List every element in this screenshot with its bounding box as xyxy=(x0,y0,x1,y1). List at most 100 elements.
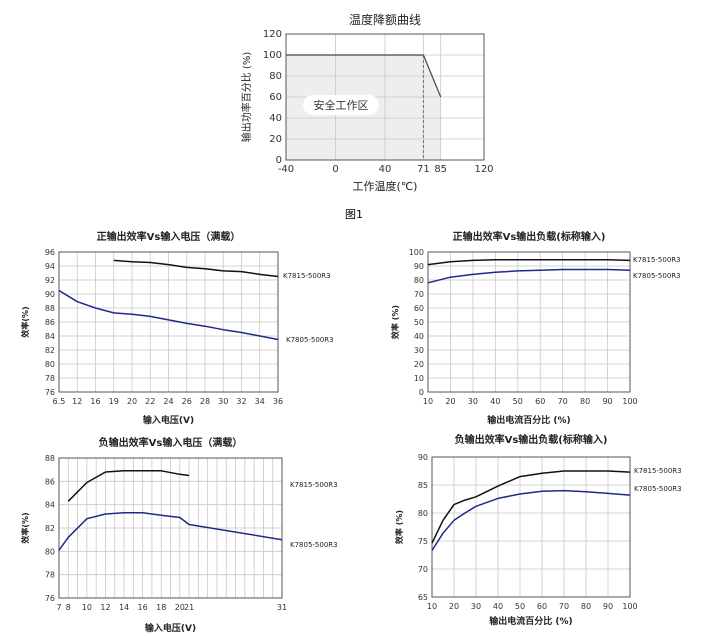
x-tick-label: 16 xyxy=(90,397,100,406)
y-tick-label: 100 xyxy=(409,248,424,257)
series-label: K7805-500R3 xyxy=(633,272,681,280)
y-tick-label: 86 xyxy=(45,477,55,486)
series-label: K7805-500R3 xyxy=(634,485,682,493)
series-label: K7815-500R3 xyxy=(634,467,682,475)
y-tick-label: 75 xyxy=(418,537,428,546)
series-label: K7815-500R3 xyxy=(283,272,331,280)
x-tick-label: 50 xyxy=(515,602,525,611)
y-tick-label: 80 xyxy=(45,360,55,369)
series-line xyxy=(67,470,190,502)
x-tick-label: 10 xyxy=(423,397,433,406)
x-tick-label: 120 xyxy=(474,164,493,175)
y-tick-label: 88 xyxy=(45,454,55,463)
chart-title: 正输出效率Vs输出负载(标称输入) xyxy=(453,230,606,243)
x-tick-label: 19 xyxy=(109,397,119,406)
y-tick-label: 78 xyxy=(45,374,55,383)
x-tick-label: 70 xyxy=(558,397,568,406)
series-line xyxy=(427,268,631,284)
y-tick-label: 20 xyxy=(414,360,424,369)
x-axis-label: 工作温度(℃) xyxy=(353,179,418,193)
y-tick-label: 84 xyxy=(45,332,55,341)
x-tick-label: 90 xyxy=(602,397,612,406)
x-tick-label: 20 xyxy=(175,603,185,612)
x-tick-label: 100 xyxy=(622,602,637,611)
y-tick-label: 90 xyxy=(418,453,428,462)
y-tick-label: 120 xyxy=(263,29,282,40)
x-tick-label: 60 xyxy=(535,397,545,406)
x-tick-label: 40 xyxy=(493,602,503,611)
x-tick-label: 18 xyxy=(156,603,166,612)
x-tick-label: 20 xyxy=(127,397,137,406)
y-tick-label: 70 xyxy=(418,565,428,574)
x-axis-label: 输出电流百分比 (%) xyxy=(487,414,570,426)
x-tick-label: 30 xyxy=(468,397,478,406)
y-axis-label: 输出功率百分比 (%) xyxy=(240,52,253,143)
x-tick-label: 22 xyxy=(145,397,155,406)
y-tick-label: 10 xyxy=(414,374,424,383)
figure-caption: 图1 xyxy=(345,208,363,221)
series-label: K7805-500R3 xyxy=(290,541,338,549)
x-axis-label: 输入电压(V) xyxy=(145,622,196,634)
series-line xyxy=(431,470,631,544)
x-tick-label: 71 xyxy=(417,164,430,175)
y-axis-label: 效率(%) xyxy=(20,512,30,543)
y-tick-label: 30 xyxy=(414,346,424,355)
chart-title: 负输出效率Vs输入电压（满载） xyxy=(99,436,243,449)
x-tick-label: 28 xyxy=(200,397,210,406)
x-axis-label: 输入电压(V) xyxy=(143,414,194,426)
x-tick-label: 6.5 xyxy=(53,397,66,406)
x-tick-label: -40 xyxy=(278,164,294,175)
x-tick-label: 14 xyxy=(119,603,129,612)
y-tick-label: 20 xyxy=(269,134,282,145)
y-tick-label: 40 xyxy=(269,113,282,124)
plot-frame xyxy=(58,457,283,599)
x-tick-label: 10 xyxy=(427,602,437,611)
series-line xyxy=(58,289,279,341)
y-tick-label: 88 xyxy=(45,304,55,313)
annotation-safe-area: 安全工作区 xyxy=(314,98,369,112)
y-tick-label: 90 xyxy=(45,290,55,299)
x-tick-label: 21 xyxy=(184,603,194,612)
y-tick-label: 70 xyxy=(414,290,424,299)
x-tick-label: 20 xyxy=(449,602,459,611)
chart-title: 正输出效率Vs输入电压（满载） xyxy=(97,230,241,243)
annotation-bubble xyxy=(303,95,379,115)
x-tick-label: 30 xyxy=(218,397,228,406)
x-tick-label: 0 xyxy=(332,164,338,175)
x-tick-label: 16 xyxy=(138,603,148,612)
x-tick-label: 80 xyxy=(580,397,590,406)
x-tick-label: 85 xyxy=(434,164,447,175)
y-tick-label: 84 xyxy=(45,501,55,510)
plot-frame xyxy=(58,251,279,393)
series-label: K7815-500R3 xyxy=(633,256,681,264)
x-tick-label: 31 xyxy=(277,603,287,612)
y-tick-label: 76 xyxy=(45,388,55,397)
y-tick-label: 94 xyxy=(45,262,55,271)
x-tick-label: 32 xyxy=(236,397,246,406)
y-tick-label: 80 xyxy=(45,547,55,556)
y-tick-label: 100 xyxy=(263,50,282,61)
x-tick-label: 20 xyxy=(445,397,455,406)
series-label: K7805-500R3 xyxy=(286,336,334,344)
y-axis-label: 效率 (%) xyxy=(390,305,400,339)
y-axis-label: 效率(%) xyxy=(20,306,30,337)
series-line xyxy=(58,512,283,551)
x-tick-label: 24 xyxy=(163,397,173,406)
x-tick-label: 50 xyxy=(513,397,523,406)
x-tick-label: 12 xyxy=(100,603,110,612)
y-tick-label: 65 xyxy=(418,593,428,602)
y-tick-label: 80 xyxy=(269,71,282,82)
y-tick-label: 60 xyxy=(269,92,282,103)
y-tick-label: 0 xyxy=(419,388,424,397)
x-tick-label: 40 xyxy=(379,164,392,175)
y-tick-label: 85 xyxy=(418,481,428,490)
y-tick-label: 40 xyxy=(414,332,424,341)
plot-frame xyxy=(427,251,631,393)
y-tick-label: 82 xyxy=(45,524,55,533)
chart-title: 负输出效率Vs输出负载(标称输入) xyxy=(455,433,608,446)
x-tick-label: 100 xyxy=(622,397,637,406)
y-tick-label: 50 xyxy=(414,318,424,327)
y-tick-label: 96 xyxy=(45,248,55,257)
x-tick-label: 70 xyxy=(559,602,569,611)
y-tick-label: 80 xyxy=(414,276,424,285)
